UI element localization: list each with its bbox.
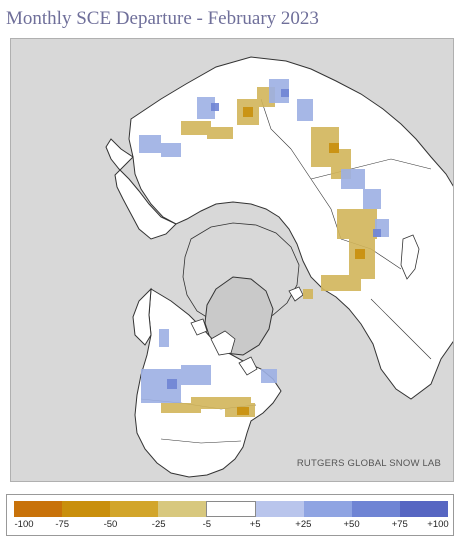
legend-label-2: -50 xyxy=(103,519,118,530)
legend-swatch-2 xyxy=(110,501,158,517)
legend-labels: -100 -75 -50 -25 -5 +5 +25 +50 +75 +100 xyxy=(14,519,448,533)
color-legend: -100 -75 -50 -25 -5 +5 +25 +50 +75 +100 xyxy=(6,494,454,536)
legend-label-3: -25 xyxy=(151,519,166,530)
legend-swatch-5 xyxy=(256,501,304,517)
canadian-archipelago xyxy=(190,318,258,376)
polar-map-svg xyxy=(11,39,453,481)
legend-swatch-3 xyxy=(158,501,206,517)
legend-label-6: +25 xyxy=(295,519,312,530)
credit-text: RUTGERS GLOBAL SNOW LAB xyxy=(296,458,441,469)
alaska xyxy=(132,287,152,346)
legend-label-1: -75 xyxy=(55,519,70,530)
eurasia-landmass xyxy=(128,56,453,400)
legend-label-8: +75 xyxy=(391,519,408,530)
legend-swatch-4 xyxy=(206,501,256,517)
snow-surplus-strong-cells xyxy=(167,89,381,389)
snow-deficit-strong-cells xyxy=(237,107,365,415)
legend-color-bar xyxy=(14,501,448,517)
map-title: Monthly SCE Departure - February 2023 xyxy=(6,8,319,29)
legend-swatch-1 xyxy=(62,501,110,517)
legend-label-4: -5 xyxy=(202,519,212,530)
legend-label-7: +50 xyxy=(343,519,360,530)
sce-departure-map: RUTGERS GLOBAL SNOW LAB xyxy=(10,38,454,482)
legend-swatch-0 xyxy=(14,501,62,517)
legend-swatch-7 xyxy=(352,501,400,517)
legend-label-5: +5 xyxy=(249,519,261,530)
legend-label-0: -100 xyxy=(14,519,34,530)
europe-landmass xyxy=(105,138,177,240)
legend-label-9: +100 xyxy=(427,519,449,530)
legend-swatch-6 xyxy=(304,501,352,517)
japan-islands xyxy=(400,234,420,280)
legend-swatch-8 xyxy=(400,501,448,517)
